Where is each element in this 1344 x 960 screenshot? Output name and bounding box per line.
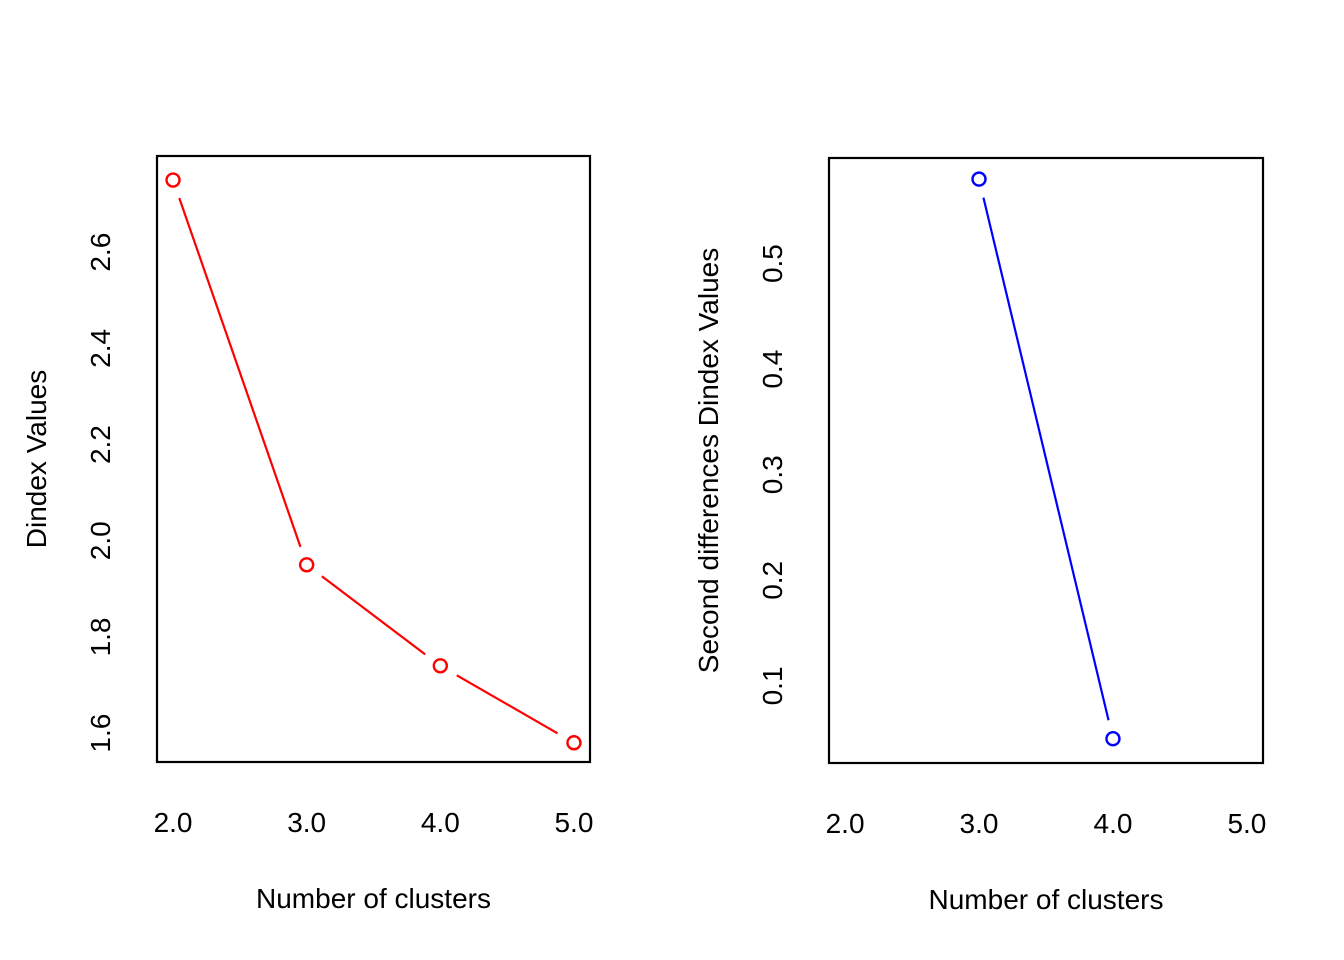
dindex-data-point-marker: [432, 658, 449, 674]
plot-box: [827, 156, 1265, 765]
y-tick-label: 0.3: [757, 455, 788, 494]
dindex-line-segment: [178, 197, 302, 548]
x-tick-label: 5.0: [554, 807, 593, 838]
x-tick-label: 4.0: [1094, 808, 1133, 839]
dindex-data-point-marker: [298, 557, 315, 573]
y-tick-label: 0.4: [757, 350, 788, 389]
y-tick-label: 2.0: [85, 521, 116, 560]
second-differences-data-point-marker: [971, 171, 987, 187]
y-tick-label: 2.4: [85, 329, 116, 368]
chart-second-differences: 2.0 3.0 4.0 5.0 0.1 0.2 0.3 0.4 0.5 Number of clu…: [693, 156, 1266, 915]
second-differences-data-point-marker: [1105, 731, 1121, 747]
chart-dindex: 2.0 3.0 4.0 5.0 1.6 1.8 2.0 2.2 2.4 2.6 Number of …: [21, 154, 593, 914]
x-tick-label: 3.0: [287, 807, 326, 838]
y-tick-label: 1.8: [85, 617, 116, 656]
y-axis-title: Second differences Dindex Values: [693, 248, 724, 673]
y-tick-label: 0.2: [757, 561, 788, 600]
x-tick-label: 2.0: [154, 807, 193, 838]
y-tick-label: 0.5: [757, 244, 788, 283]
y-tick-label: 2.2: [85, 425, 116, 464]
dindex-data-point-marker: [165, 172, 181, 188]
second-differences-line-segment: [982, 197, 1110, 721]
x-axis-title: Number of clusters: [256, 883, 491, 914]
y-tick-label: 1.6: [85, 714, 116, 753]
plot-box: [155, 154, 592, 764]
dindex-line-segment: [321, 575, 426, 656]
y-tick-label: 2.6: [85, 233, 116, 272]
y-axis-title: Dindex Values: [21, 370, 52, 548]
x-tick-label: 5.0: [1227, 808, 1266, 839]
x-tick-label: 4.0: [421, 807, 460, 838]
dindex-data-point-marker: [566, 735, 582, 751]
dindex-line-segment: [456, 674, 559, 735]
x-tick-label: 2.0: [826, 808, 865, 839]
x-tick-label: 3.0: [960, 808, 999, 839]
x-axis-title: Number of clusters: [929, 884, 1164, 915]
y-tick-label: 0.1: [757, 666, 788, 705]
